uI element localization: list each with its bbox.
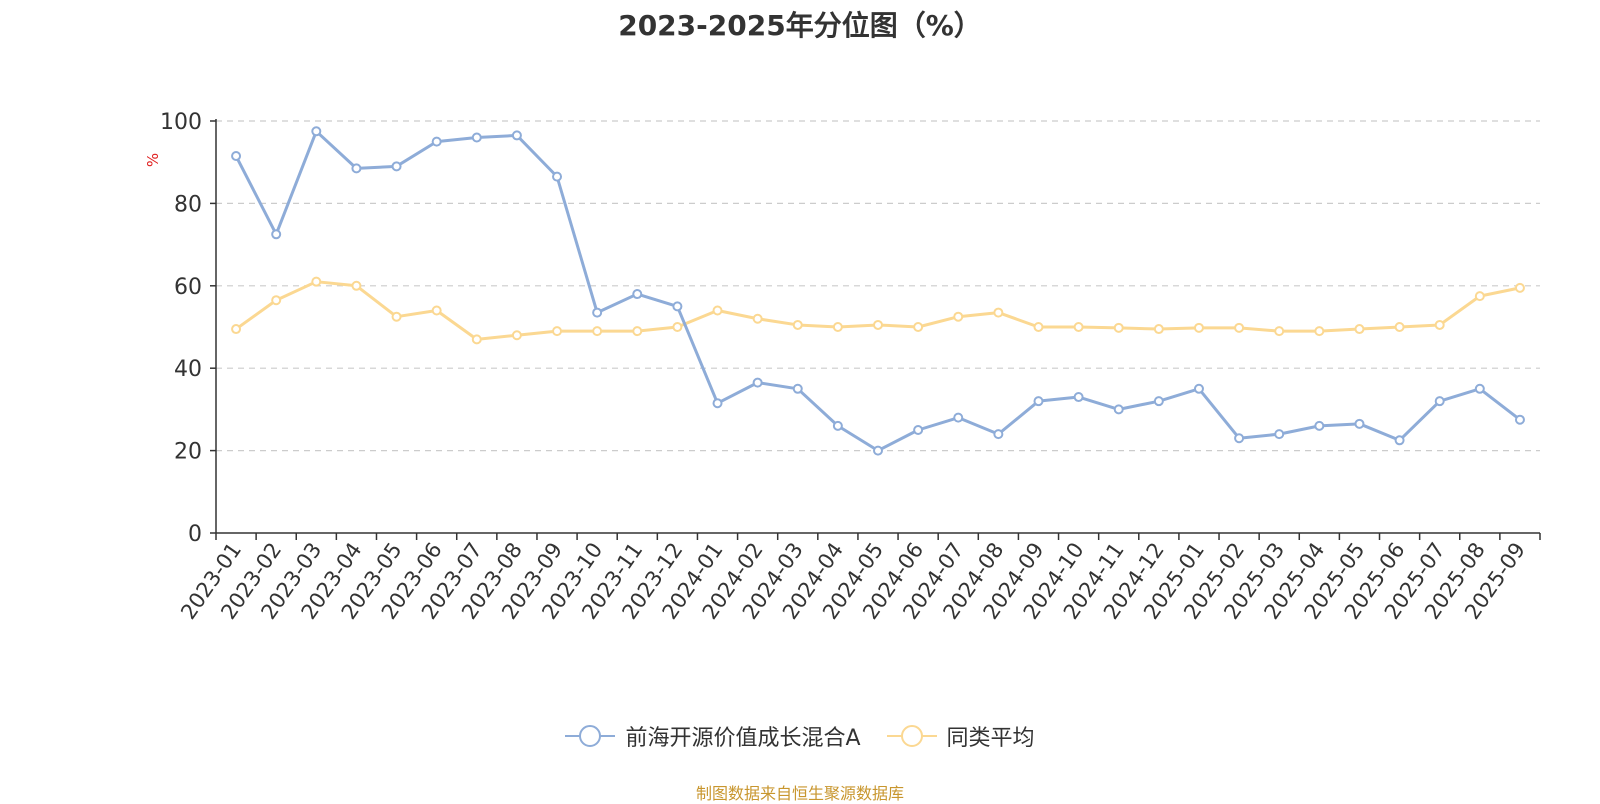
data-point[interactable] [672, 322, 683, 332]
data-point[interactable] [1274, 429, 1285, 440]
data-point[interactable] [552, 171, 563, 182]
data-point[interactable] [712, 398, 723, 409]
legend-line-circle-icon [565, 725, 616, 747]
data-point[interactable] [271, 229, 282, 240]
data-point[interactable] [511, 330, 522, 341]
data-point[interactable] [391, 311, 402, 322]
data-point[interactable] [873, 319, 883, 330]
data-point[interactable] [471, 334, 482, 345]
grid-lines [216, 120, 1540, 452]
y-tick-label: 20 [174, 440, 202, 465]
data-point[interactable] [913, 425, 924, 435]
data-point[interactable] [271, 295, 282, 306]
legend-label-fund: 前海开源价值成长混合A [625, 726, 861, 751]
data-point[interactable] [431, 305, 442, 316]
data-point[interactable] [431, 136, 442, 147]
data-point[interactable] [1514, 282, 1525, 293]
data-point[interactable] [471, 132, 482, 143]
data-point[interactable] [632, 289, 643, 300]
data-point[interactable] [511, 130, 522, 141]
series-line-1 [235, 280, 1521, 341]
data-point[interactable] [953, 412, 964, 423]
data-point[interactable] [1113, 322, 1124, 333]
data-point[interactable] [1153, 396, 1164, 407]
y-tick-label: 0 [188, 522, 202, 547]
data-point[interactable] [311, 276, 322, 287]
data-point[interactable] [993, 307, 1004, 318]
data-point[interactable] [1193, 383, 1204, 394]
data-point[interactable] [351, 163, 362, 174]
data-point[interactable] [1434, 396, 1445, 407]
legend-label-average: 同类平均 [946, 726, 1035, 751]
data-point[interactable] [1394, 435, 1405, 446]
data-point[interactable] [672, 301, 683, 312]
legend-line-circle-icon [886, 725, 937, 747]
data-point[interactable] [1033, 396, 1044, 407]
data-point[interactable] [351, 280, 362, 291]
legend-item-fund[interactable]: 前海开源价值成长混合A [565, 720, 861, 752]
axes: 0204060801002023-012023-022023-032023-04… [160, 110, 1541, 624]
data-point[interactable] [592, 307, 603, 318]
data-point[interactable] [592, 326, 603, 337]
data-point[interactable] [632, 326, 643, 337]
data-point[interactable] [1153, 324, 1164, 335]
data-point[interactable] [1514, 414, 1525, 425]
data-point[interactable] [792, 319, 803, 330]
y-axis-label: % [144, 153, 162, 167]
data-point[interactable] [1474, 291, 1485, 302]
data-point[interactable] [1073, 392, 1084, 403]
data-point[interactable] [792, 383, 803, 394]
data-point[interactable] [1354, 418, 1365, 429]
data-point[interactable] [311, 126, 322, 137]
data-point[interactable] [832, 420, 843, 431]
y-tick-label: 40 [174, 357, 202, 382]
data-point[interactable] [1394, 322, 1405, 332]
data-point[interactable] [1314, 420, 1325, 431]
chart-title: 2023-2025年分位图（%） [618, 9, 982, 42]
data-point[interactable] [552, 326, 563, 337]
series-line-0 [234, 129, 1521, 453]
data-point[interactable] [832, 322, 843, 332]
series-lines [231, 126, 1525, 456]
data-point[interactable] [391, 161, 402, 172]
source-note: 制图数据来自恒生聚源数据库 [695, 784, 904, 803]
data-point[interactable] [752, 377, 763, 388]
legend: 前海开源价值成长混合A 同类平均 [0, 720, 1600, 752]
data-point[interactable] [1073, 322, 1084, 332]
data-point[interactable] [752, 313, 763, 324]
data-point[interactable] [1234, 433, 1245, 444]
data-point[interactable] [231, 324, 242, 335]
data-point[interactable] [1274, 326, 1285, 337]
legend-item-average[interactable]: 同类平均 [886, 720, 1035, 752]
data-point[interactable] [873, 445, 883, 456]
data-point[interactable] [231, 151, 242, 162]
data-point[interactable] [1113, 404, 1124, 415]
data-point[interactable] [1033, 322, 1044, 332]
data-point[interactable] [712, 305, 723, 316]
data-point[interactable] [1193, 322, 1204, 333]
y-tick-label: 60 [174, 275, 202, 300]
data-point[interactable] [1354, 324, 1365, 335]
data-point[interactable] [953, 311, 964, 322]
data-point[interactable] [1314, 326, 1325, 337]
data-point[interactable] [913, 322, 924, 332]
data-point[interactable] [993, 429, 1004, 440]
y-tick-label: 80 [174, 192, 202, 217]
data-point[interactable] [1434, 319, 1445, 330]
data-point[interactable] [1474, 383, 1485, 394]
data-point[interactable] [1234, 322, 1245, 333]
y-tick-label: 100 [160, 110, 202, 135]
